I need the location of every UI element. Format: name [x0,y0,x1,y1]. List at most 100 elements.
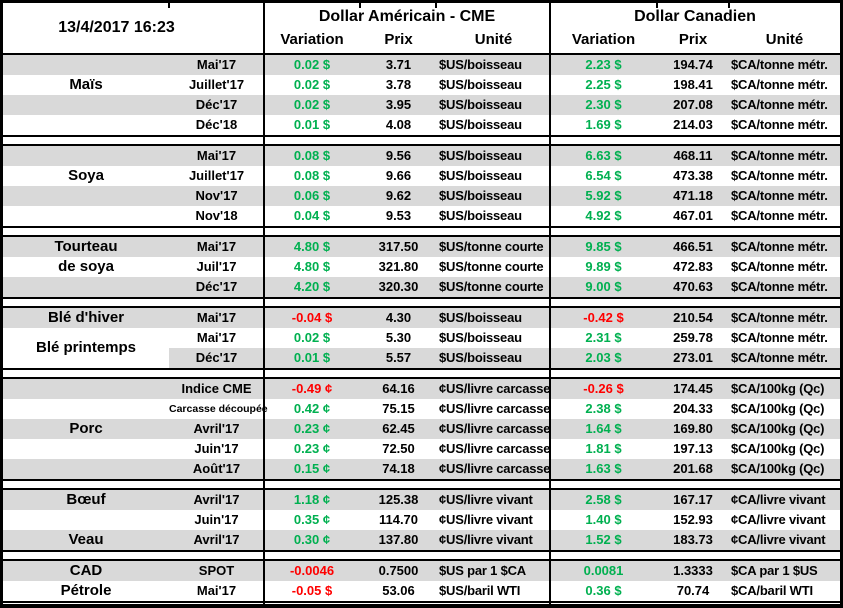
us-variation-cell: 0.06 $ [293,188,331,203]
contract-month-cell: Juillet'17 [188,168,245,183]
table-row: Nov'17 0.06 $ 9.62 $US/boisseau 5.92 $ 471.18… [3,186,840,206]
table-row: Indice CME -0.49 ¢ 64.16 ¢US/livre carcasse… [3,379,840,399]
contract-month-cell: Nov'18 [195,208,238,223]
us-variation-cell: 0.30 ¢ [293,532,331,547]
table-row: Maïs Juillet'17 0.02 $ 3.78 $US/boisseau 2.25… [3,75,840,95]
table-row: Mai'17 0.02 $ 3.71 $US/boisseau 2.23 $ 194.74… [3,55,840,75]
ca-price-cell: 174.45 [673,381,713,396]
contract-month-cell: Mai'17 [196,148,237,163]
grid-column-tick [728,3,730,8]
us-price-cell: 125.38 [378,492,419,507]
ca-unit-cell: $CA/tonne métr. [731,239,828,254]
ca-price-cell: 197.13 [673,441,713,456]
commodity-label [3,510,169,530]
commodity-label [3,399,169,419]
commodity-label [3,277,169,297]
table-row: Déc'17 0.01 $5.57 $US/boisseau 2.03 $273.01… [3,348,840,368]
us-price-cell: 320.30 [378,279,419,294]
grid-column-tick [656,3,658,8]
ca-unit-cell: $CA/100kg (Qc) [731,421,825,436]
ca-variation-cell: 9.85 $ [585,239,622,254]
us-price-cell: 62.45 [382,421,415,436]
us-unit-cell: $US/boisseau [439,117,522,132]
us-unit-cell: $US/boisseau [439,330,522,345]
us-price-cell: 5.57 [360,348,437,368]
us-variation-cell: -0.04 $ [291,310,333,325]
us-variation-cell: 0.02 $ [293,97,331,112]
us-variation-cell: 0.23 ¢ [293,421,331,436]
us-price-cell: 317.50 [378,239,419,254]
us-dollar-group-header: Dollar Américain - CME Variation Prix Un… [264,3,550,53]
table-row: Tourteau Mai'17 4.80 $ 317.50 $US/tonne cour… [3,237,840,257]
us-price-cell: 9.56 [385,148,412,163]
commodity-label [3,439,169,459]
table-header: 13/4/2017 16:23 Dollar Américain - CME V… [3,3,840,53]
section-soya: Mai'17 0.08 $ 9.56 $US/boisseau 6.63 $ 468.11… [3,144,840,228]
ca-unit-cell: $CA/tonne métr. [729,348,840,368]
ca-price-column-header: Prix [678,31,708,48]
contract-month-cell: Nov'17 [195,188,238,203]
us-variation-cell: 0.01 $ [293,117,331,132]
commodity-label: Bœuf [66,491,106,508]
us-unit-column-header: Unité [474,31,513,48]
us-variation-cell: 0.04 $ [293,208,331,223]
ca-price-cell: 194.74 [673,57,713,72]
ca-unit-cell: $CA/tonne métr. [731,97,828,112]
ca-unit-cell: $CA/tonne métr. [731,188,828,203]
contract-month-cell: Déc'17 [169,348,264,368]
us-price-cell: 321.80 [378,259,419,274]
table-row: de soya Juil'17 4.80 $ 321.80 $US/tonne cour… [3,257,840,277]
commodity-label: Blé printemps [35,339,137,356]
ca-variation-column-header: Variation [571,31,636,48]
ca-unit-cell: $CA/tonne métr. [731,208,828,223]
section-tourteau-de-soya: Tourteau Mai'17 4.80 $ 317.50 $US/tonne cour… [3,235,840,299]
us-unit-cell: ¢US/livre carcasse [439,461,551,476]
table-row: Déc'17 4.20 $ 320.30 $US/tonne courte 9.00 $… [3,277,840,297]
us-unit-cell: ¢US/livre vivant [439,512,533,527]
ca-price-cell: 1.3333 [673,563,713,578]
ca-variation-cell: 2.23 $ [585,57,622,72]
ca-unit-cell: $CA/100kg (Qc) [731,461,825,476]
ca-variation-cell: 2.30 $ [585,97,622,112]
us-price-column-header: Prix [384,31,413,48]
us-price-cell: 3.71 [385,57,412,72]
ca-variation-cell: 9.00 $ [585,279,622,294]
us-unit-cell: $US par 1 $CA [439,563,526,578]
ca-price-cell: 207.08 [673,97,713,112]
section-boeuf-veau: Bœuf Avril'17 1.18 ¢ 125.38 ¢US/livre vivant… [3,488,840,552]
ca-unit-cell: $CA/tonne métr. [731,57,828,72]
us-price-cell: 9.62 [385,188,412,203]
ca-variation-cell: 2.03 $ [550,348,657,368]
contract-month-cell: Juin'17 [194,512,239,527]
us-unit-cell: $US/baril WTI [439,583,521,598]
contract-month-cell: Juil'17 [196,259,237,274]
grid-column-tick [359,3,361,8]
table-row: Blé printemps Mai'17 0.02 $ 5.30 $US/boissea… [3,328,840,356]
contract-month-cell: Juillet'17 [188,77,245,92]
us-unit-cell: ¢US/livre carcasse [439,401,551,416]
us-variation-cell: 0.02 $ [293,57,331,72]
ca-price-cell: 472.83 [673,259,713,274]
contract-month-cell: Mai'17 [196,239,237,254]
contract-month-cell: Avril'17 [193,532,240,547]
us-unit-cell: ¢US/livre carcasse [439,421,551,436]
us-unit-cell: $US/tonne courte [439,259,544,274]
contract-month-cell: Août'17 [192,461,241,476]
us-variation-cell: 0.01 $ [264,348,360,368]
us-unit-cell: $US/tonne courte [439,239,544,254]
ca-variation-cell: 2.25 $ [585,77,622,92]
us-unit-cell: $US/boisseau [439,148,522,163]
commodity-label: Tourteau [54,238,118,255]
us-variation-cell: 4.20 $ [293,279,331,294]
ca-price-cell: 259.78 [673,330,713,345]
ca-price-cell: 273.01 [657,348,729,368]
us-unit-cell: $US/boisseau [439,310,522,325]
us-price-cell: 74.18 [382,461,415,476]
ca-unit-cell: $CA/tonne métr. [731,259,828,274]
ca-variation-cell: 0.36 $ [585,583,622,598]
ca-unit-column-header: Unité [765,31,804,48]
commodity-label: de soya [58,258,114,275]
table-row: Carcasse découpée 0.42 ¢ 75.15 ¢US/livre ca… [3,399,840,419]
contract-month-cell: Avril'17 [193,421,240,436]
